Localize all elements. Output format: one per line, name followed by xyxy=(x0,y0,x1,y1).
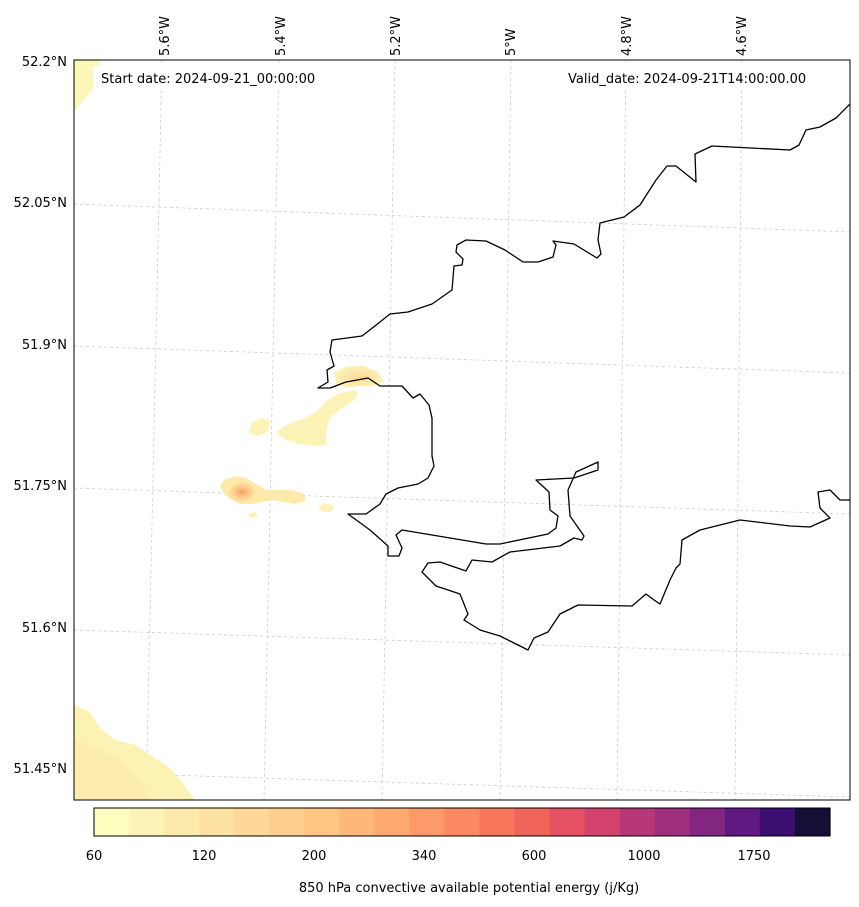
colorbar-swatch xyxy=(164,808,200,836)
lat-tick-label: 51.75°N xyxy=(14,479,67,494)
colorbar-ticks: 60 120 200 340 600 1000 1750 xyxy=(86,849,771,864)
colorbar-tick-label: 60 xyxy=(86,849,103,864)
colorbar-swatch xyxy=(409,808,446,836)
colorbar-swatch xyxy=(129,808,165,836)
colorbar-tick-label: 200 xyxy=(302,849,327,864)
lon-tick-label: 5.2°W xyxy=(389,16,404,56)
cape-tiny-blob-2 xyxy=(248,512,258,518)
start-date-text: Start date: 2024-09-21_00:00:00 xyxy=(101,72,315,87)
map-background xyxy=(74,60,850,800)
colorbar-swatch xyxy=(339,808,375,836)
colorbar-label: 850 hPa convective available potential e… xyxy=(299,881,639,896)
colorbar-swatch xyxy=(514,808,551,836)
colorbar-swatch xyxy=(759,808,796,836)
colorbar-frame xyxy=(93,807,831,837)
colorbar-swatch xyxy=(549,808,586,836)
latitude-labels: 52.2°N 52.05°N 51.9°N 51.75°N 51.6°N 51.… xyxy=(14,55,67,777)
colorbar-swatch xyxy=(479,808,516,836)
cape-small-blob xyxy=(249,418,270,436)
longitude-labels: 5.6°W 5.4°W 5.2°W 5°W 4.8°W 4.6°W xyxy=(158,16,750,56)
valid-date-text: Valid_date: 2024-09-21T14:00:00.00 xyxy=(568,72,806,87)
coastline xyxy=(317,103,850,651)
colorbar-tick-label: 1750 xyxy=(737,849,770,864)
colorbar-swatch xyxy=(234,808,270,836)
cape-sw-inner xyxy=(74,740,150,800)
lat-tick-label: 51.6°N xyxy=(22,621,67,636)
cape-coast-strip xyxy=(276,390,358,446)
colorbar-swatch xyxy=(689,808,726,836)
lat-tick-label: 52.2°N xyxy=(22,55,67,70)
lon-tick-label: 4.6°W xyxy=(735,16,750,56)
lat-tick-label: 51.9°N xyxy=(22,338,67,353)
lon-tick-label: 4.8°W xyxy=(620,16,635,56)
lon-tick-label: 5°W xyxy=(504,28,519,56)
lon-tick-label: 5.4°W xyxy=(274,16,289,56)
colorbar xyxy=(93,807,831,837)
colorbar-tick-label: 340 xyxy=(412,849,437,864)
lon-tick-label: 5.6°W xyxy=(158,16,173,56)
colorbar-swatch xyxy=(444,808,481,836)
colorbar-swatch xyxy=(304,808,340,836)
colorbar-tick-label: 1000 xyxy=(627,849,660,864)
colorbar-swatch xyxy=(94,808,130,836)
colorbar-swatch xyxy=(199,808,235,836)
colorbar-tick-label: 600 xyxy=(522,849,547,864)
colorbar-swatch xyxy=(619,808,656,836)
colorbar-swatch xyxy=(794,808,831,836)
colorbar-swatch xyxy=(654,808,691,836)
colorbar-swatch xyxy=(374,808,411,836)
colorbar-swatch xyxy=(724,808,761,836)
colorbar-tick-label: 120 xyxy=(192,849,217,864)
lat-tick-label: 51.45°N xyxy=(14,762,67,777)
cape-peninsula-peak xyxy=(228,482,256,502)
colorbar-swatch xyxy=(269,808,305,836)
cape-tiny-blob-1 xyxy=(318,503,334,512)
lat-tick-label: 52.05°N xyxy=(14,196,67,211)
cape-field xyxy=(74,60,384,800)
colorbar-swatch xyxy=(584,808,621,836)
map-frame xyxy=(73,59,851,801)
